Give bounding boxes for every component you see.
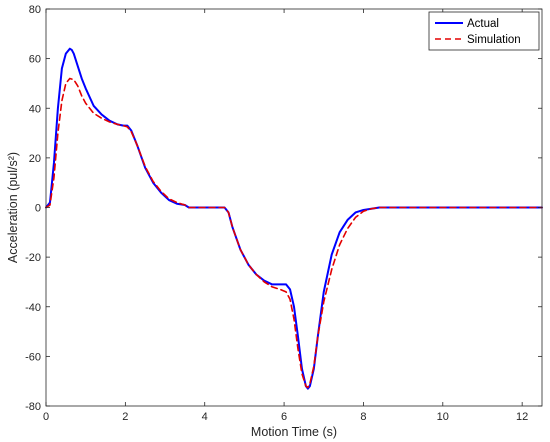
y-tick-label: -60 <box>25 351 41 363</box>
y-axis-label: Acceleration (pul/s²) <box>6 152 20 263</box>
y-tick-label: 80 <box>29 4 41 16</box>
y-axis: -80 -60 -40 -20 0 20 40 60 80 <box>25 4 542 413</box>
series-line-simulation <box>45 77 543 389</box>
x-tick-label: 10 <box>437 411 449 423</box>
x-tick-label: 12 <box>516 411 528 423</box>
y-tick-label: -40 <box>25 302 41 314</box>
legend-label-simulation: Simulation <box>467 34 521 46</box>
y-tick-label: 60 <box>29 54 41 66</box>
x-tick-label: 2 <box>122 411 128 423</box>
x-tick-label: 4 <box>202 411 208 423</box>
legend: Actual Simulation <box>428 11 540 51</box>
x-tick-label: 6 <box>281 411 287 423</box>
legend-label-actual: Actual <box>467 18 499 30</box>
y-tick-label: -20 <box>25 252 41 264</box>
x-tick-label: 8 <box>360 411 366 423</box>
y-tick-label: 0 <box>35 203 41 215</box>
x-tick-label: 0 <box>43 411 49 423</box>
series-layer <box>45 47 543 390</box>
y-tick-label: 40 <box>29 103 41 115</box>
x-axis: 0 2 4 6 8 10 12 <box>43 9 528 423</box>
y-tick-label: -80 <box>25 401 41 413</box>
x-axis-label: Motion Time (s) <box>251 425 337 439</box>
y-tick-label: 20 <box>29 153 41 165</box>
legend-box <box>428 11 540 51</box>
